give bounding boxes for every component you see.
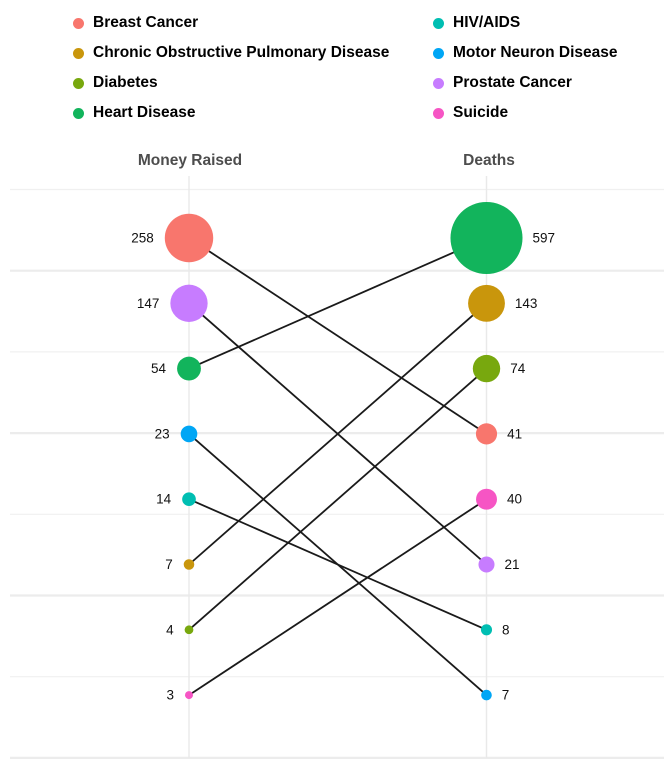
value-label-money-raised-hiv-aids: 14 xyxy=(156,492,172,507)
legend-label: HIV/AIDS xyxy=(453,14,521,31)
bubble-money-raised-chronic-obstructive-pulmonary-disease[interactable] xyxy=(183,559,195,570)
value-label-money-raised-chronic-obstructive-pulmonary-disease: 7 xyxy=(165,557,173,572)
column-header-deaths: Deaths xyxy=(463,152,515,169)
legend-dot-chronic-obstructive-pulmonary-disease xyxy=(73,47,84,59)
connector-lines xyxy=(188,237,488,696)
legend-dot-suicide xyxy=(433,107,444,119)
legend-dot-diabetes xyxy=(73,77,84,89)
legend-item-heart-disease[interactable]: Heart Disease xyxy=(73,98,389,128)
legend-item-suicide[interactable]: Suicide xyxy=(433,98,618,128)
legend-label: Diabetes xyxy=(93,74,158,91)
legend-label: Heart Disease xyxy=(93,104,196,121)
legend: Breast Cancer Chronic Obstructive Pulmona… xyxy=(0,8,672,138)
connector-line-suicide xyxy=(188,498,487,696)
connector-line-breast-cancer xyxy=(188,237,487,435)
gridlines xyxy=(10,176,664,760)
bubble-money-raised-heart-disease[interactable] xyxy=(177,356,201,381)
value-label-money-raised-prostate-cancer: 147 xyxy=(137,296,160,311)
legend-label: Chronic Obstructive Pulmonary Disease xyxy=(93,44,390,61)
bubble-money-raised-diabetes[interactable] xyxy=(184,625,194,635)
value-label-deaths-heart-disease: 597 xyxy=(533,231,556,246)
legend-item-hiv-aids[interactable]: HIV/AIDS xyxy=(433,8,618,38)
legend-item-motor-neuron-disease[interactable]: Motor Neuron Disease xyxy=(433,38,618,68)
value-label-deaths-suicide: 40 xyxy=(507,492,522,507)
bubble-money-raised-breast-cancer[interactable] xyxy=(164,213,214,263)
value-label-deaths-diabetes: 74 xyxy=(510,361,526,376)
legend-label: Motor Neuron Disease xyxy=(453,44,618,61)
connector-line-diabetes xyxy=(188,367,488,631)
bubble-deaths-diabetes[interactable] xyxy=(472,354,501,383)
bubble-deaths-suicide[interactable] xyxy=(476,488,497,510)
legend-item-diabetes[interactable]: Diabetes xyxy=(73,68,389,98)
value-label-deaths-hiv-aids: 8 xyxy=(502,622,510,637)
bubble-money-raised-suicide[interactable] xyxy=(184,691,194,700)
value-label-deaths-chronic-obstructive-pulmonary-disease: 143 xyxy=(515,296,538,311)
legend-dot-motor-neuron-disease xyxy=(433,47,444,59)
bubble-money-raised-prostate-cancer[interactable] xyxy=(170,284,208,322)
bubble-deaths-prostate-cancer[interactable] xyxy=(478,556,495,573)
value-label-money-raised-diabetes: 4 xyxy=(166,622,174,637)
value-label-money-raised-motor-neuron-disease: 23 xyxy=(155,426,170,441)
value-label-money-raised-suicide: 3 xyxy=(166,688,174,703)
legend-label: Suicide xyxy=(453,104,509,121)
legend-column-right: HIV/AIDS Motor Neuron Disease Prostate Can… xyxy=(433,8,618,128)
bubble-deaths-heart-disease[interactable] xyxy=(450,201,523,275)
legend-item-chronic-obstructive-pulmonary-disease[interactable]: Chronic Obstructive Pulmonary Disease xyxy=(73,38,389,68)
legend-item-breast-cancer[interactable]: Breast Cancer xyxy=(73,8,389,38)
connector-line-prostate-cancer xyxy=(188,302,488,566)
bubble-deaths-breast-cancer[interactable] xyxy=(475,423,498,445)
bubble-deaths-hiv-aids[interactable] xyxy=(480,624,493,636)
connector-line-heart-disease xyxy=(188,237,487,370)
legend-dot-hiv-aids xyxy=(433,17,444,29)
legend-label: Prostate Cancer xyxy=(453,74,572,91)
bubbles xyxy=(164,201,523,701)
legend-item-prostate-cancer[interactable]: Prostate Cancer xyxy=(433,68,618,98)
column-header-money-raised: Money Raised xyxy=(137,152,243,169)
legend-dot-prostate-cancer xyxy=(433,77,444,89)
bubble-deaths-motor-neuron-disease[interactable] xyxy=(481,689,492,701)
value-label-deaths-motor-neuron-disease: 7 xyxy=(502,688,510,703)
connector-line-motor-neuron-disease xyxy=(188,433,488,696)
bubble-money-raised-motor-neuron-disease[interactable] xyxy=(180,425,198,443)
value-label-money-raised-heart-disease: 54 xyxy=(151,361,167,376)
bubble-money-raised-hiv-aids[interactable] xyxy=(182,492,196,507)
legend-column-left: Breast Cancer Chronic Obstructive Pulmona… xyxy=(73,8,389,128)
value-labels: 258 41 7 143 4 74 54 597 14 8 23 7 147 21 3 40 xyxy=(131,231,555,703)
bubble-deaths-chronic-obstructive-pulmonary-disease[interactable] xyxy=(468,284,505,322)
legend-dot-breast-cancer xyxy=(73,17,84,29)
legend-dot-heart-disease xyxy=(73,107,84,119)
legend-label: Breast Cancer xyxy=(93,14,199,31)
value-label-deaths-prostate-cancer: 21 xyxy=(505,557,520,572)
value-label-deaths-breast-cancer: 41 xyxy=(507,426,522,441)
value-label-money-raised-breast-cancer: 258 xyxy=(131,231,154,246)
